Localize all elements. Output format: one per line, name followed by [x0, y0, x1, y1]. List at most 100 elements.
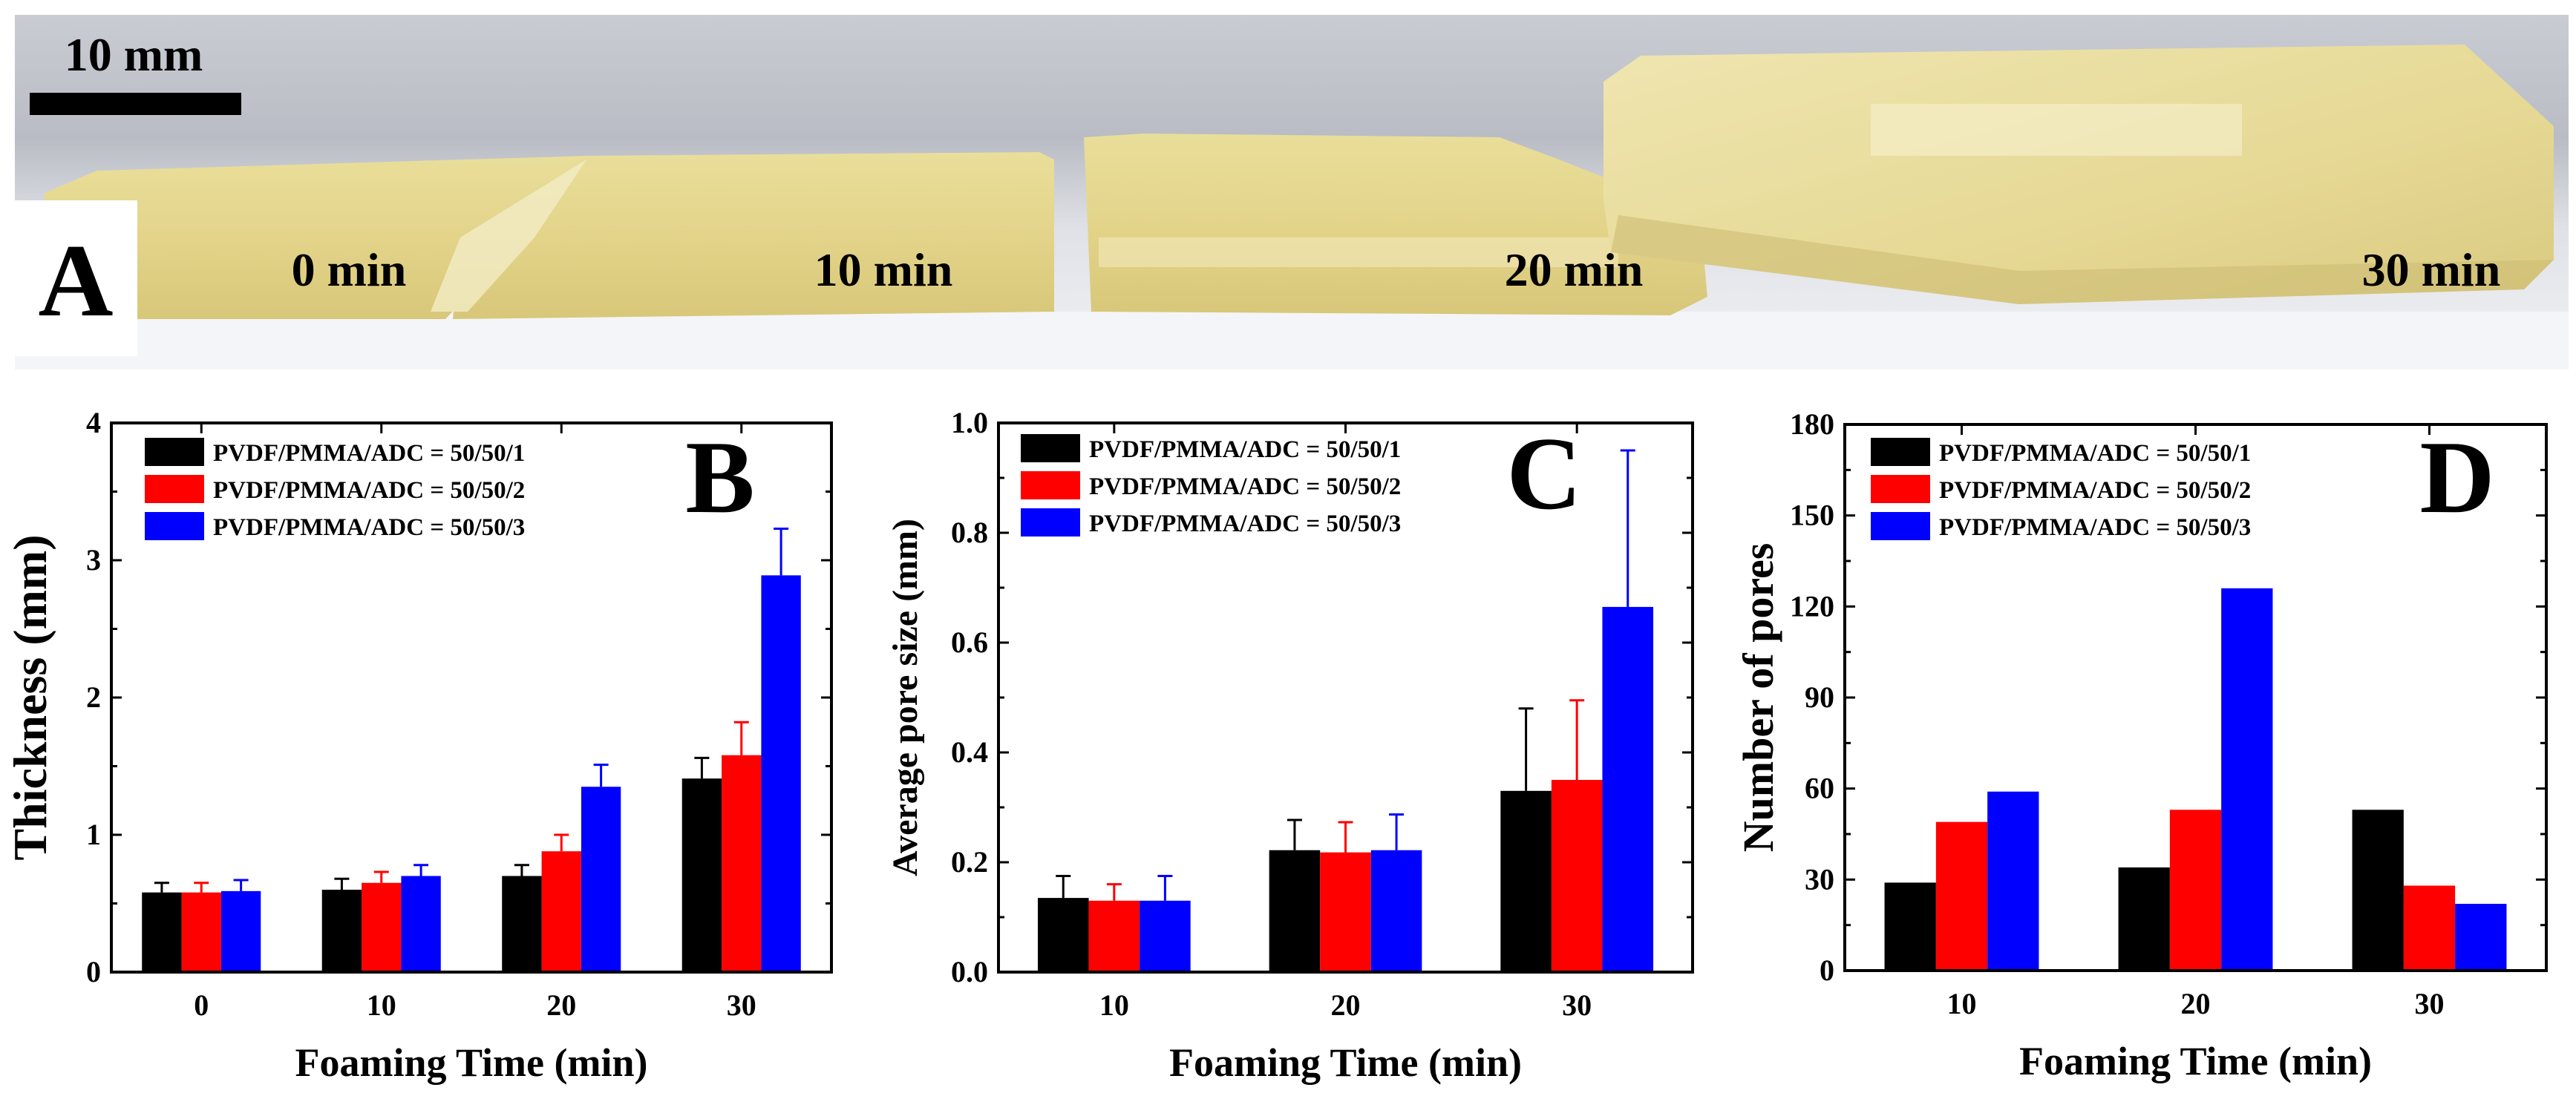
bar — [1884, 882, 1936, 971]
bar — [581, 787, 621, 972]
x-tick-label: 20 — [2181, 987, 2211, 1020]
legend-swatch — [1871, 475, 1930, 503]
bar — [1602, 606, 1654, 972]
x-axis-title: Foaming Time (min) — [1169, 1040, 1522, 1085]
bar — [2455, 904, 2507, 971]
bar — [2221, 588, 2273, 971]
panel-label-a: A — [38, 223, 113, 338]
x-tick-label: 30 — [2415, 987, 2445, 1020]
bar — [1500, 790, 1552, 972]
legend-label: PVDF/PMMA/ADC = 50/50/3 — [1089, 511, 1401, 537]
legend-label: PVDF/PMMA/ADC = 50/50/2 — [1089, 473, 1401, 500]
bar — [502, 876, 542, 972]
sample-label-0min: 0 min — [292, 243, 407, 296]
pore-count-chart: 0 30 60 90 120 150 180 10 20 30 PVDF/PMMA/ADC = 50… — [1734, 407, 2548, 1083]
scale-bar-label: 10 mm — [65, 28, 203, 81]
legend-swatch — [1871, 438, 1930, 466]
x-tick-label: 30 — [727, 988, 756, 1022]
y-tick-label: 0.2 — [951, 845, 988, 879]
bar — [681, 778, 722, 972]
y-tick-label: 0.0 — [951, 955, 988, 988]
panel-label: D — [2419, 420, 2494, 535]
sample-30min — [1604, 45, 2554, 304]
bar — [1269, 850, 1321, 972]
sample-label-10min: 10 min — [814, 243, 953, 296]
bar — [2118, 867, 2170, 971]
y-tick-label: 4 — [86, 406, 101, 439]
legend-swatch — [1871, 512, 1930, 540]
legend-swatch — [1021, 434, 1080, 462]
sample-label-30min: 30 min — [2362, 243, 2501, 296]
y-tick-label: 2 — [86, 680, 101, 714]
x-tick-label: 20 — [1331, 988, 1361, 1022]
legend-swatch — [145, 475, 204, 503]
bar — [2352, 810, 2404, 971]
bar — [1088, 900, 1140, 972]
scale-bar — [30, 93, 241, 115]
bar — [1320, 852, 1371, 972]
x-axis-title: Foaming Time (min) — [295, 1040, 647, 1085]
bar — [1935, 821, 1988, 971]
y-tick-label: 90 — [1805, 680, 1834, 714]
y-tick-label: 0.8 — [951, 516, 988, 549]
sample-20min — [1084, 134, 1707, 315]
x-tick-label: 10 — [367, 988, 396, 1022]
legend-label: PVDF/PMMA/ADC = 50/50/3 — [213, 514, 525, 541]
bar — [541, 851, 581, 972]
bar — [1370, 850, 1422, 972]
legend-label: PVDF/PMMA/ADC = 50/50/2 — [213, 477, 525, 504]
y-tick-label: 150 — [1790, 499, 1834, 532]
legend-label: PVDF/PMMA/ADC = 50/50/3 — [1939, 514, 2251, 541]
panel-label: B — [685, 420, 754, 535]
pore-size-chart: 0.0 0.2 0.4 0.6 0.8 1.0 10 20 30 PVDF/PMMA/ADC = … — [886, 406, 1694, 1085]
sample-photo: 10 mm A 0 min 10 min 20 min 30 min — [15, 15, 2569, 370]
legend-swatch — [145, 512, 204, 540]
plot-frame — [1843, 423, 2548, 972]
y-tick-label: 0 — [86, 955, 101, 988]
x-tick-label: 0 — [194, 988, 209, 1022]
y-axis-title: Average pore size (mm) — [886, 519, 925, 876]
y-tick-label: 0.6 — [951, 626, 988, 659]
x-tick-label: 10 — [1099, 988, 1129, 1022]
y-tick-label: 3 — [86, 543, 101, 577]
bar — [181, 892, 221, 972]
legend-label: PVDF/PMMA/ADC = 50/50/1 — [213, 440, 525, 467]
bar — [761, 575, 801, 972]
bar — [2169, 810, 2222, 971]
y-tick-label: 1.0 — [951, 406, 988, 439]
legend-swatch — [1021, 508, 1080, 536]
bar — [142, 892, 182, 972]
y-tick-label: 60 — [1805, 772, 1834, 805]
panel-label: C — [1506, 416, 1581, 531]
legend-swatch — [1021, 471, 1080, 499]
y-axis-title: Number of pores — [1734, 543, 1782, 853]
y-axis-title: Thickness (mm) — [4, 534, 56, 860]
y-tick-label: 30 — [1805, 862, 1834, 896]
legend-label: PVDF/PMMA/ADC = 50/50/1 — [1089, 436, 1401, 463]
sample-label-20min: 20 min — [1505, 243, 1644, 296]
panel-label-box-a — [15, 200, 137, 356]
bar — [1037, 898, 1089, 972]
bar — [401, 876, 441, 972]
y-tick-label: 0.4 — [951, 735, 988, 769]
y-tick-label: 1 — [86, 818, 101, 851]
sample-10min — [453, 152, 1054, 319]
legend-label: PVDF/PMMA/ADC = 50/50/1 — [1939, 440, 2251, 467]
x-tick-label: 10 — [1947, 987, 1977, 1020]
bar — [2403, 885, 2456, 971]
bar — [321, 890, 362, 972]
x-tick-label: 20 — [546, 988, 576, 1022]
bar — [722, 755, 762, 972]
bar — [1551, 780, 1603, 972]
thickness-chart: 0 1 2 3 4 0 10 20 30 PVDF/PMMA/ADC = 50/50/1 PVDF/… — [4, 406, 833, 1085]
plot-frame — [110, 421, 833, 974]
bar — [1140, 900, 1191, 972]
y-tick-label: 0 — [1820, 954, 1834, 987]
plot-frame — [997, 421, 1694, 974]
x-axis-title: Foaming Time (min) — [2019, 1039, 2372, 1083]
y-tick-label: 180 — [1790, 407, 1834, 441]
bar — [1987, 791, 2039, 971]
bar — [362, 882, 402, 972]
bar — [220, 890, 261, 972]
y-tick-label: 120 — [1790, 589, 1834, 623]
